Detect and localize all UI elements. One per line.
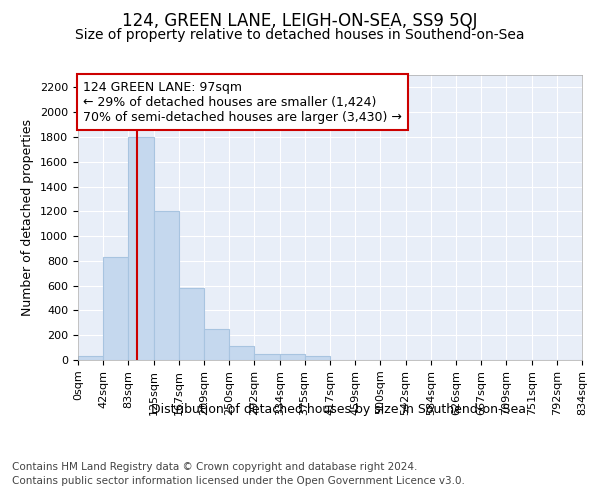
Bar — [179, 288, 205, 360]
Bar — [305, 356, 330, 360]
Text: Contains HM Land Registry data © Crown copyright and database right 2024.: Contains HM Land Registry data © Crown c… — [12, 462, 418, 472]
Text: 124 GREEN LANE: 97sqm
← 29% of detached houses are smaller (1,424)
70% of semi-d: 124 GREEN LANE: 97sqm ← 29% of detached … — [83, 80, 402, 124]
Bar — [280, 354, 305, 360]
Bar — [128, 137, 154, 360]
Text: Distribution of detached houses by size in Southend-on-Sea: Distribution of detached houses by size … — [151, 402, 527, 415]
Text: Contains public sector information licensed under the Open Government Licence v3: Contains public sector information licen… — [12, 476, 465, 486]
Y-axis label: Number of detached properties: Number of detached properties — [22, 119, 34, 316]
Bar — [103, 257, 128, 360]
Bar — [205, 329, 229, 360]
Bar — [78, 356, 103, 360]
Bar — [229, 346, 254, 360]
Bar — [254, 354, 280, 360]
Text: 124, GREEN LANE, LEIGH-ON-SEA, SS9 5QJ: 124, GREEN LANE, LEIGH-ON-SEA, SS9 5QJ — [122, 12, 478, 30]
Text: Size of property relative to detached houses in Southend-on-Sea: Size of property relative to detached ho… — [75, 28, 525, 42]
Bar — [154, 212, 179, 360]
